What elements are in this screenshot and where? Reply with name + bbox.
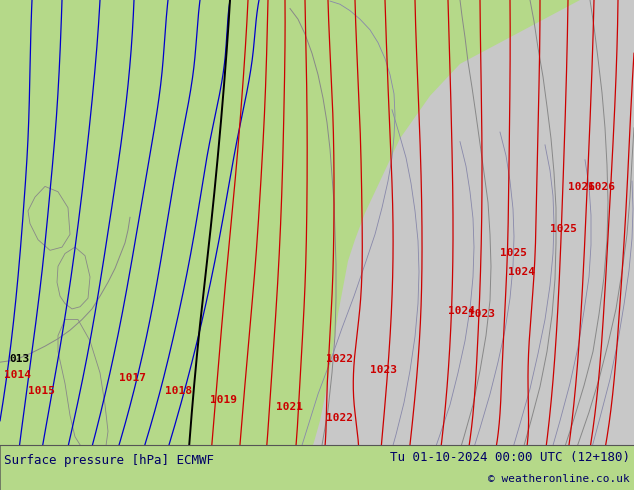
Text: © weatheronline.co.uk: © weatheronline.co.uk (488, 474, 630, 484)
Text: 013: 013 (9, 354, 29, 364)
Text: 1023: 1023 (370, 365, 397, 375)
Text: 1022: 1022 (326, 354, 353, 364)
Text: Surface pressure [hPa] ECMWF: Surface pressure [hPa] ECMWF (4, 454, 214, 467)
Text: 1015: 1015 (28, 386, 55, 396)
Polygon shape (58, 319, 108, 458)
Text: 1025: 1025 (500, 247, 527, 258)
Text: 1024: 1024 (508, 267, 535, 277)
Polygon shape (28, 186, 70, 250)
Text: 1014: 1014 (4, 370, 31, 380)
Text: Tu 01-10-2024 00:00 UTC (12+180): Tu 01-10-2024 00:00 UTC (12+180) (390, 451, 630, 465)
Text: 1026: 1026 (588, 182, 615, 192)
Text: 1019: 1019 (210, 394, 237, 405)
Text: 1022: 1022 (308, 450, 335, 460)
Polygon shape (57, 247, 90, 309)
Text: 1024: 1024 (448, 306, 475, 316)
Bar (0, 445, 634, 490)
Text: 1017: 1017 (119, 373, 146, 383)
Text: 1021: 1021 (276, 402, 303, 412)
Text: 1025: 1025 (550, 224, 577, 234)
Text: 1018: 1018 (165, 386, 192, 396)
Text: 1023: 1023 (468, 309, 495, 319)
Text: 1026: 1026 (568, 182, 595, 192)
Text: 1022: 1022 (326, 413, 353, 423)
Text: 1021: 1021 (356, 459, 383, 468)
